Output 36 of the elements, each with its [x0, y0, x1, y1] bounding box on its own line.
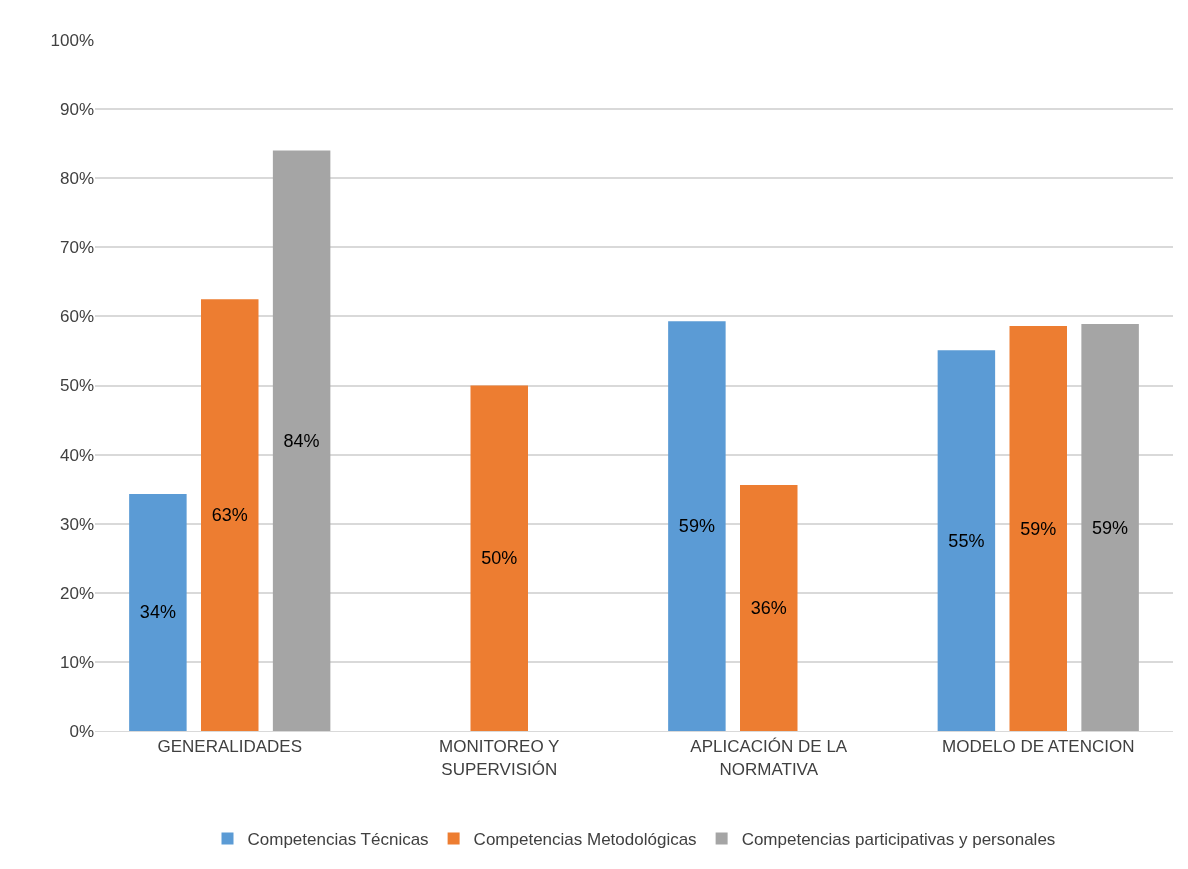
bar: [129, 493, 187, 731]
data-label: 59%: [1092, 517, 1129, 538]
bar: [1081, 324, 1139, 731]
x-tick-label: GENERALIDADES: [157, 737, 303, 757]
data-label: 59%: [678, 516, 715, 537]
y-tick-label: 10%: [59, 652, 94, 672]
y-tick-label: 20%: [59, 583, 94, 603]
bar: [740, 485, 798, 731]
y-tick-label: 70%: [59, 238, 94, 258]
legend-label: Competencias Técnicas: [247, 830, 429, 850]
y-tick-label: 90%: [59, 100, 94, 120]
data-label: 55%: [948, 530, 985, 551]
y-tick-label: 30%: [59, 514, 94, 534]
y-tick-label: 0%: [69, 721, 94, 741]
y-tick-label: 60%: [59, 307, 94, 327]
data-label: 59%: [1020, 518, 1057, 539]
y-tick-label: 100%: [50, 30, 94, 50]
data-label: 63%: [211, 505, 248, 526]
bar: [1009, 326, 1067, 731]
bar: [937, 350, 996, 731]
legend-label: Competencias Metodológicas: [473, 830, 697, 850]
bar: [201, 299, 259, 731]
x-tick-label: MONITOREO Y SUPERVISIÓN: [439, 737, 560, 779]
y-tick-label: 40%: [59, 445, 94, 465]
data-label: 84%: [283, 430, 320, 451]
x-tick-label: APLICACIÓN DE LA NORMATIVA: [690, 737, 848, 779]
bar: [668, 321, 726, 731]
bar: [272, 150, 331, 731]
bar: [470, 385, 528, 731]
x-tick-label: MODELO DE ATENCION: [942, 737, 1135, 757]
data-label: 34%: [139, 602, 176, 623]
y-tick-label: 50%: [59, 376, 94, 396]
data-label: 36%: [750, 598, 787, 618]
data-label: 50%: [481, 548, 518, 569]
legend-label: Competencias participativas y personales: [741, 830, 1056, 850]
y-tick-label: 80%: [59, 169, 94, 189]
